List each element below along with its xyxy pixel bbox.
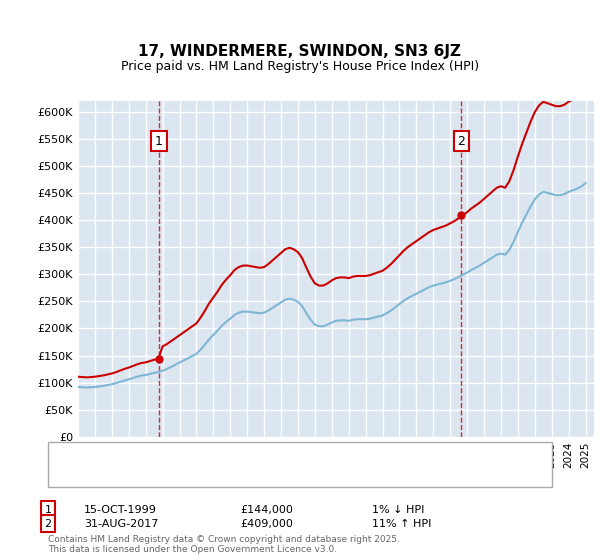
Text: 15-OCT-1999: 15-OCT-1999: [84, 505, 157, 515]
Text: 2: 2: [44, 519, 52, 529]
Text: 1: 1: [155, 134, 163, 148]
Legend: 17, WINDERMERE, SWINDON, SN3 6JZ (detached house), HPI: Average price, detached : 17, WINDERMERE, SWINDON, SN3 6JZ (detach…: [122, 444, 478, 479]
Text: £144,000: £144,000: [240, 505, 293, 515]
Text: 31-AUG-2017: 31-AUG-2017: [84, 519, 158, 529]
Text: Price paid vs. HM Land Registry's House Price Index (HPI): Price paid vs. HM Land Registry's House …: [121, 60, 479, 73]
Text: 11% ↑ HPI: 11% ↑ HPI: [372, 519, 431, 529]
Text: £409,000: £409,000: [240, 519, 293, 529]
Text: 1: 1: [44, 505, 52, 515]
Text: 17, WINDERMERE, SWINDON, SN3 6JZ: 17, WINDERMERE, SWINDON, SN3 6JZ: [139, 44, 461, 59]
Text: 2: 2: [457, 134, 466, 148]
Text: 1% ↓ HPI: 1% ↓ HPI: [372, 505, 424, 515]
Text: Contains HM Land Registry data © Crown copyright and database right 2025.
This d: Contains HM Land Registry data © Crown c…: [48, 535, 400, 554]
